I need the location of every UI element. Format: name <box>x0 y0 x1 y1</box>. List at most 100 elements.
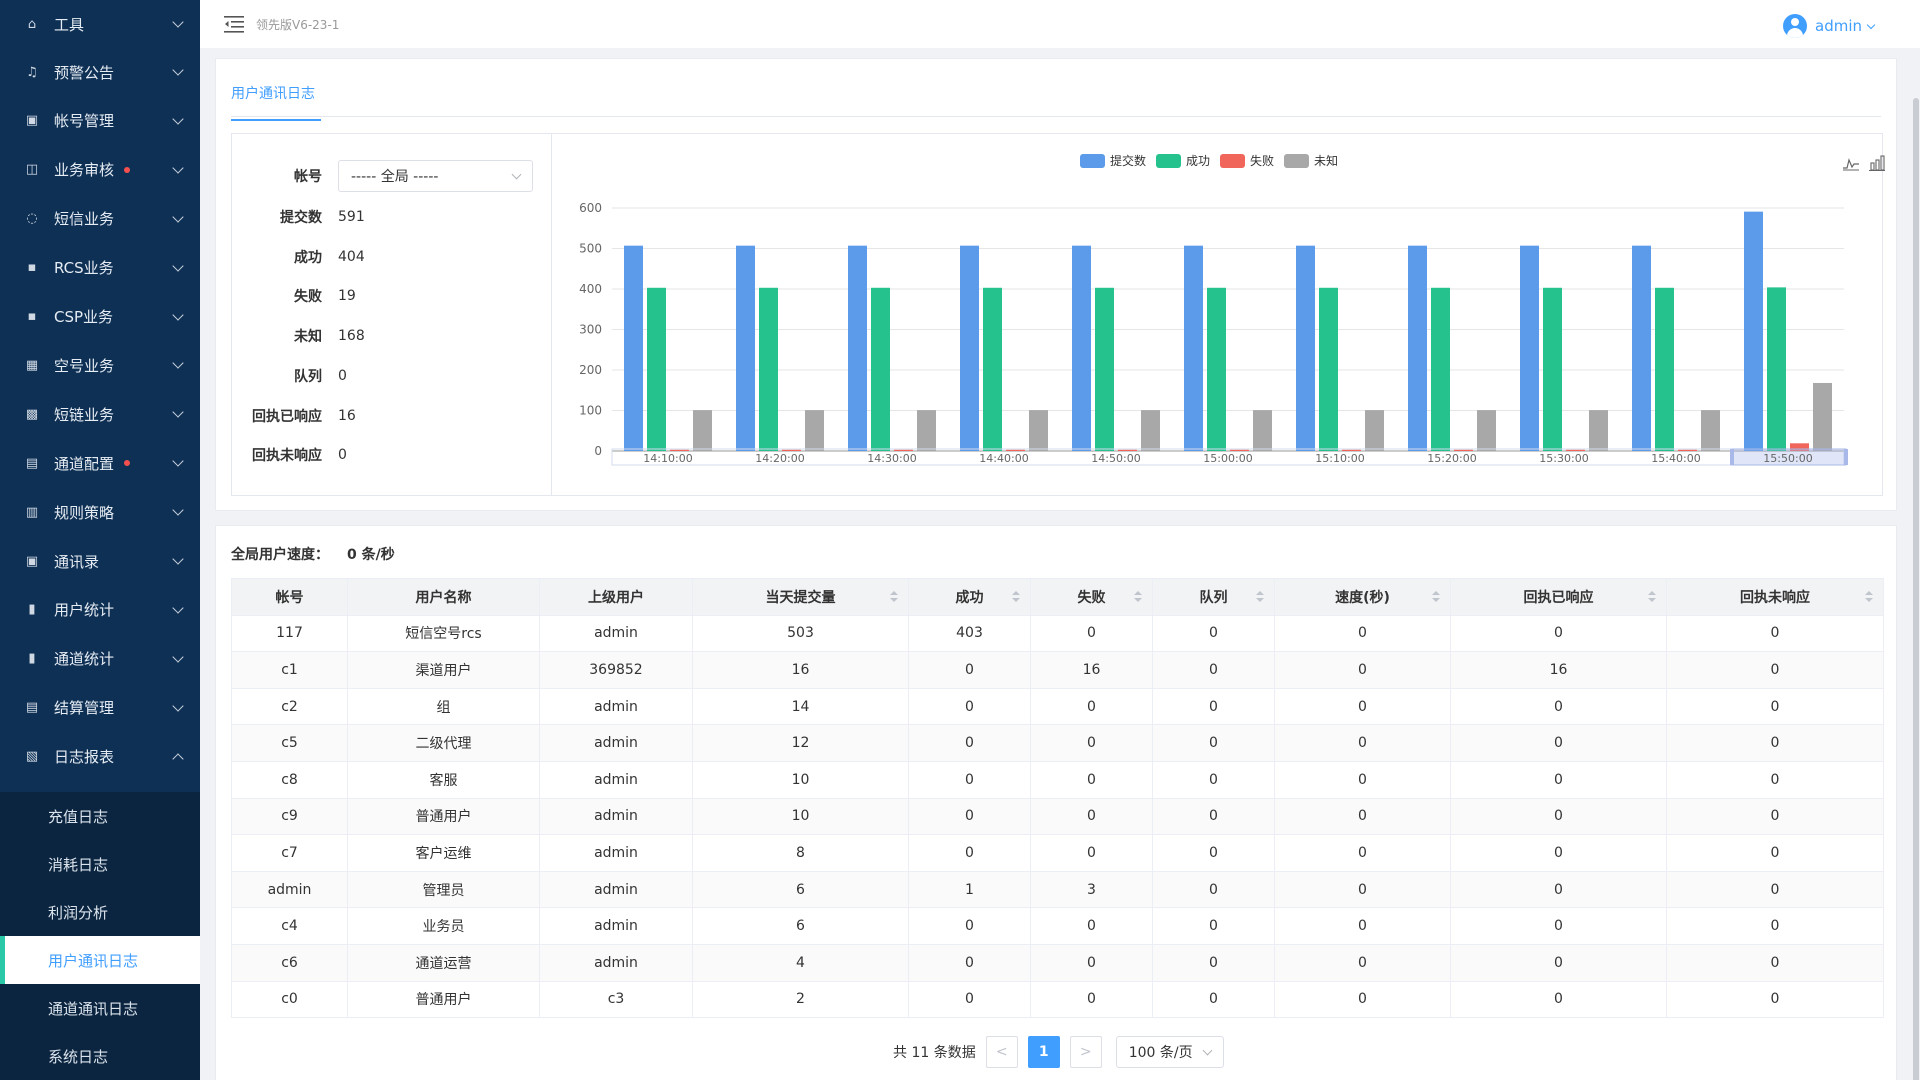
column-header[interactable]: 失败 <box>1030 578 1153 616</box>
table-row[interactable]: c8 客服 admin 10 0 0 0 0 0 0 <box>231 760 1884 799</box>
table-row[interactable]: c1 渠道用户 369852 16 0 16 0 0 16 0 <box>231 651 1884 689</box>
sidebar-item-rule[interactable]: ▥ 规则策略 <box>0 488 200 536</box>
table-cell: 0 <box>1152 687 1275 726</box>
submenu-item[interactable]: 通道通讯日志 <box>48 999 139 1018</box>
chevron-down-icon <box>172 700 184 712</box>
submenu-item[interactable]: 利润分析 <box>48 903 109 922</box>
sidebar-item-user-stats[interactable]: ▮ 用户统计 <box>0 586 200 634</box>
sidebar-item-log-report[interactable]: ▧ 日志报表 <box>0 733 200 781</box>
table-row[interactable]: c7 客户运维 admin 8 0 0 0 0 0 0 <box>231 834 1884 872</box>
sidebar-item-channel-stats[interactable]: ▮ 通道统计 <box>0 635 200 683</box>
column-header[interactable]: 当天提交量 <box>692 578 909 616</box>
table-cell: 4 <box>692 943 909 982</box>
page-size-select[interactable]: 100 条/页 <box>1115 1036 1224 1068</box>
page-number-1[interactable]: 1 <box>1027 1036 1060 1068</box>
table-cell: 0 <box>908 724 1031 762</box>
bar-提交数 <box>1632 245 1651 451</box>
sidebar-item-chat[interactable]: ◌ 短信业务 <box>0 195 200 243</box>
table-cell: 16 <box>1030 651 1153 689</box>
table-row[interactable]: c6 通道运营 admin 4 0 0 0 0 0 0 <box>231 943 1884 982</box>
table-cell: c8 <box>231 760 348 799</box>
table-cell: 12 <box>692 724 909 762</box>
table-row[interactable]: c0 普通用户 c3 2 0 0 0 0 0 0 <box>231 980 1884 1019</box>
sidebar-item-audit[interactable]: ◫ 业务审核 <box>0 146 200 194</box>
table-cell: 0 <box>1152 651 1275 689</box>
table-cell: 503 <box>692 614 909 653</box>
total-count: 共 11 条数据 <box>893 1045 976 1061</box>
submenu-item[interactable]: 充值日志 <box>48 807 109 826</box>
table-row[interactable]: c9 普通用户 admin 10 0 0 0 0 0 0 <box>231 797 1884 836</box>
scrollbar-thumb[interactable] <box>1913 98 1919 1080</box>
table-cell: 0 <box>1152 834 1275 872</box>
user-table-card: 全局用户速度： 0 条/秒 帐号 用户名称 上级用户 当天提交量 成功 失败 队列 速度(秒)… <box>215 525 1897 1080</box>
sort-icon[interactable] <box>1012 591 1020 603</box>
submenu-item[interactable]: 系统日志 <box>48 1047 109 1066</box>
sidebar-item-bell[interactable]: ♫ 预警公告 <box>0 48 200 96</box>
username: admin <box>1815 17 1862 35</box>
table-cell: 0 <box>1274 651 1451 689</box>
bar-提交数 <box>848 245 867 451</box>
sort-icon[interactable] <box>1865 591 1873 603</box>
sort-icon[interactable] <box>1648 591 1656 603</box>
table-row[interactable]: 117 短信空号rcs admin 503 403 0 0 0 0 0 <box>231 614 1884 653</box>
bar-未知 <box>1253 410 1272 451</box>
legend-item[interactable]: 提交数 <box>1080 152 1146 169</box>
table-cell: 2 <box>692 980 909 1019</box>
sidebar-item-csp[interactable]: ▪ CSP业务 <box>0 293 200 341</box>
table-cell: 普通用户 <box>347 797 540 836</box>
sidebar-item-link[interactable]: ▩ 短链业务 <box>0 390 200 438</box>
sidebar-item-channel[interactable]: ▤ 通道配置 <box>0 439 200 487</box>
table-cell: 3 <box>1030 870 1153 909</box>
sort-icon[interactable] <box>1134 591 1142 603</box>
column-header[interactable]: 回执已响应 <box>1450 578 1667 616</box>
table-cell: 10 <box>692 797 909 836</box>
sort-icon[interactable] <box>890 591 898 603</box>
column-header[interactable]: 速度(秒) <box>1274 578 1451 616</box>
column-header[interactable]: 成功 <box>908 578 1031 616</box>
account-select[interactable]: ----- 全局 ----- <box>338 160 533 192</box>
summary-form: 帐号 ----- 全局 ----- 提交数 591 成功 404 失败 19 未知 168 队列… <box>232 134 552 495</box>
table-row[interactable]: c5 二级代理 admin 12 0 0 0 0 0 0 <box>231 724 1884 762</box>
summary-row: 未知 168 <box>232 324 552 348</box>
column-header[interactable]: 队列 <box>1152 578 1275 616</box>
link-icon: ▩ <box>25 406 39 422</box>
summary-label: 提交数 <box>280 210 322 226</box>
prev-page-button[interactable]: < <box>985 1036 1018 1068</box>
page-scrollbar[interactable] <box>1912 48 1920 1080</box>
table-cell: admin <box>539 797 693 836</box>
sidebar-item-rcs[interactable]: ▪ RCS业务 <box>0 244 200 292</box>
sidebar-item-label: 通道统计 <box>54 650 115 669</box>
bar-chart-icon[interactable] <box>1868 154 1886 172</box>
x-tick-label: 14:40:00 <box>979 452 1028 465</box>
sort-icon[interactable] <box>1256 591 1264 603</box>
zoom-handle-left <box>1730 449 1734 465</box>
sidebar-item-settlement[interactable]: ▤ 结算管理 <box>0 684 200 732</box>
next-page-button[interactable]: > <box>1069 1036 1102 1068</box>
legend-swatch <box>1220 153 1246 168</box>
column-header-label: 上级用户 <box>588 589 644 606</box>
legend-item[interactable]: 成功 <box>1156 152 1210 169</box>
sidebar-item-phone[interactable]: ▦ 空号业务 <box>0 341 200 389</box>
sidebar-item-contacts[interactable]: ▣ 通讯录 <box>0 537 200 585</box>
legend-item[interactable]: 失败 <box>1220 152 1274 169</box>
tab-user-comm-log[interactable]: 用户通讯日志 <box>231 83 321 121</box>
table-cell: 0 <box>1666 907 1884 945</box>
table-cell: 1 <box>908 870 1031 909</box>
table-row[interactable]: c2 组 admin 14 0 0 0 0 0 0 <box>231 687 1884 726</box>
sidebar-item-home[interactable]: ⌂ 工具 <box>0 0 200 48</box>
submenu-item[interactable]: 用户通讯日志 <box>0 936 200 984</box>
menu-fold-icon[interactable] <box>224 15 244 33</box>
bar-未知 <box>1029 410 1048 451</box>
table-cell: admin <box>539 724 693 762</box>
legend-item[interactable]: 未知 <box>1284 152 1338 169</box>
global-speed-label: 全局用户速度： <box>231 547 329 563</box>
column-header[interactable]: 回执未响应 <box>1666 578 1884 616</box>
sidebar-item-account[interactable]: ▣ 帐号管理 <box>0 97 200 145</box>
sort-icon[interactable] <box>1432 591 1440 603</box>
line-chart-icon[interactable] <box>1842 154 1860 172</box>
user-menu[interactable]: admin <box>1783 14 1876 38</box>
table-cell: 客户运维 <box>347 834 540 872</box>
table-row[interactable]: c4 业务员 admin 6 0 0 0 0 0 0 <box>231 907 1884 945</box>
table-row[interactable]: admin 管理员 admin 6 1 3 0 0 0 0 <box>231 870 1884 909</box>
submenu-item[interactable]: 消耗日志 <box>48 855 109 874</box>
